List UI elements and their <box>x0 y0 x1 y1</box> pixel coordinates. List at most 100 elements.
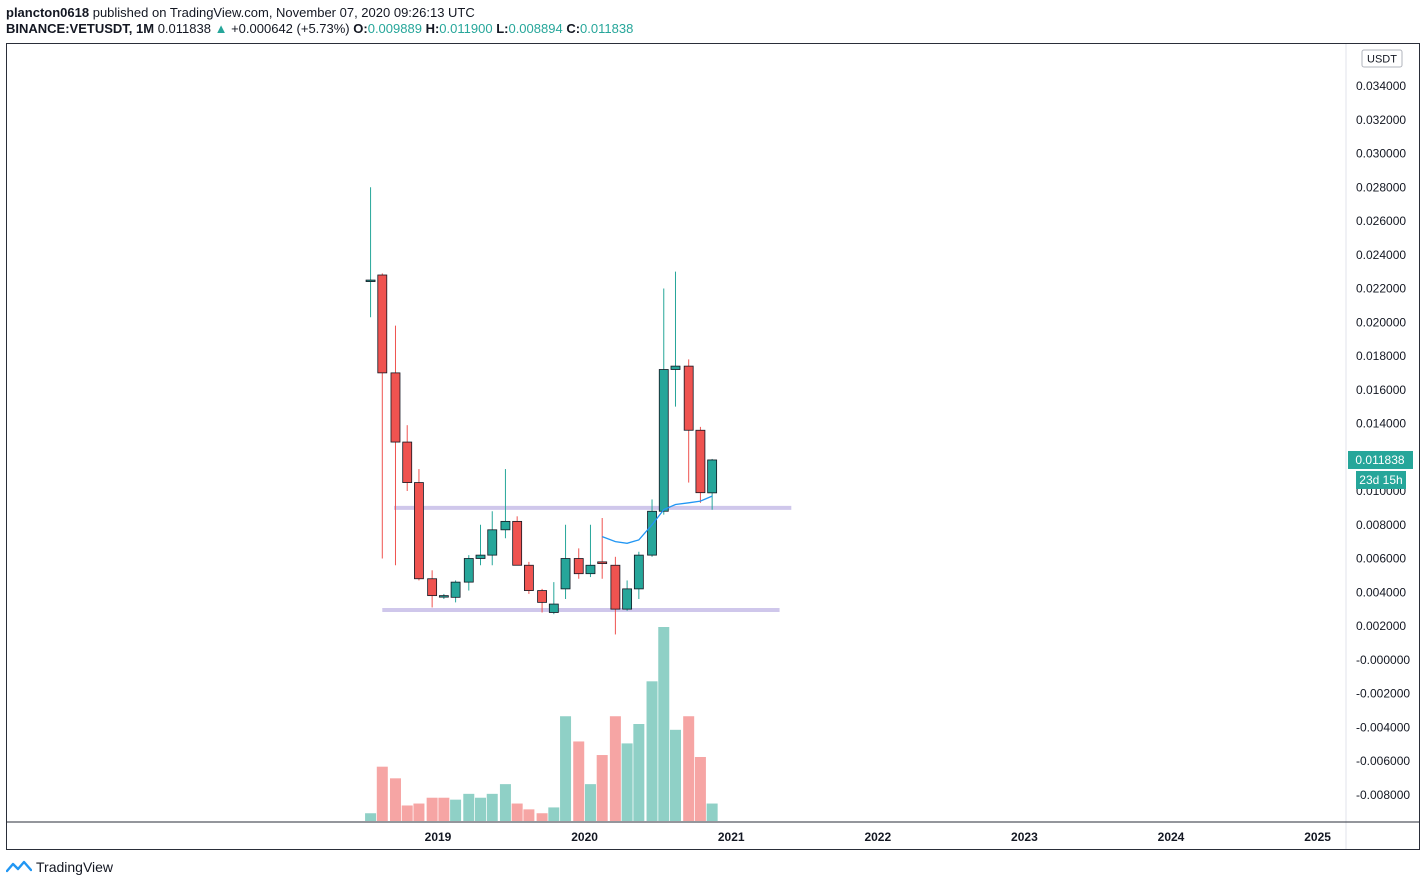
candle <box>365 187 376 318</box>
volume-bar <box>536 813 548 821</box>
candle <box>573 548 584 579</box>
price-axis[interactable]: 0.034000 0.032000 0.030000 0.028000 0.026000… <box>1356 49 1410 802</box>
time-tick-label: 2021 <box>718 830 745 844</box>
candle-body <box>573 558 584 575</box>
change-arrow-icon: ▲ <box>214 21 228 36</box>
currency-label-text: USDT <box>1367 54 1397 66</box>
low-value: 0.008894 <box>508 21 563 36</box>
volume-bar <box>426 797 438 821</box>
currency-label: USDT <box>1361 49 1403 68</box>
price-tick-label: 0.034000 <box>1356 79 1406 93</box>
price-labels: 0.011838 23d 15h <box>1348 450 1413 489</box>
footer-brand[interactable]: TradingView <box>6 859 113 875</box>
candle-body <box>707 459 718 494</box>
high-label: H: <box>425 21 440 36</box>
volume-bar <box>706 803 718 821</box>
volume-bar <box>413 803 425 821</box>
volume-bar <box>609 716 621 821</box>
candle-body <box>523 564 534 591</box>
volume-bar <box>486 793 498 821</box>
low-label: L: <box>496 21 509 36</box>
price-tick-label: 0.002000 <box>1356 619 1406 633</box>
price-tick-label: 0.032000 <box>1356 113 1406 127</box>
candle-body <box>390 372 401 443</box>
candle <box>548 582 559 615</box>
candle-body <box>402 441 413 483</box>
price-tick-label: 0.020000 <box>1356 315 1406 329</box>
candle <box>487 511 498 566</box>
volume-bar <box>621 743 633 821</box>
candle <box>402 425 413 491</box>
candle <box>560 524 571 599</box>
published-text: published on TradingView.com, November 0… <box>92 5 475 20</box>
volume-bar <box>463 793 475 821</box>
candle-body <box>512 520 523 566</box>
candles <box>365 187 718 635</box>
candle <box>523 561 534 594</box>
price-tick-label: 0.018000 <box>1356 349 1406 363</box>
candle-body <box>537 590 547 603</box>
candle <box>633 551 644 599</box>
volume-bar <box>584 784 596 821</box>
volume-bar <box>683 716 695 821</box>
currency-label-box <box>1361 49 1403 68</box>
candle-body <box>414 482 424 580</box>
candle-body <box>670 365 681 370</box>
volume-bar <box>475 797 487 821</box>
time-tick-label: 2019 <box>425 830 452 844</box>
price-tick-label: 0.026000 <box>1356 214 1406 228</box>
tradingview-logo-icon <box>6 859 32 875</box>
candle <box>537 588 547 613</box>
last-price-badge <box>1348 450 1413 469</box>
candle <box>707 458 718 510</box>
candle-body <box>450 581 461 598</box>
candle <box>585 524 596 578</box>
open-label: O: <box>353 21 368 36</box>
last-price-label: 0.011838 <box>1355 453 1404 467</box>
candle <box>390 325 401 566</box>
author-name[interactable]: plancton0618 <box>6 5 90 20</box>
volume-bar <box>573 741 585 821</box>
candle-body <box>585 564 596 575</box>
candle-body <box>500 520 511 531</box>
candle <box>512 516 523 566</box>
time-tick-label: 2025 <box>1304 830 1331 844</box>
countdown-badge <box>1356 470 1406 489</box>
candle-body <box>438 595 449 598</box>
candle-body <box>463 558 474 583</box>
time-axis[interactable]: 2019 2020 2021 2022 2023 2024 2025 <box>425 830 1332 844</box>
candle-body <box>683 365 694 431</box>
symbol-name[interactable]: BINANCE:VETUSDT, 1M <box>6 21 155 36</box>
candle-body <box>365 279 376 282</box>
time-tick-label: 2020 <box>571 830 598 844</box>
level-lines[interactable] <box>382 505 792 612</box>
candle-body <box>560 558 571 590</box>
price-tick-label: 0.028000 <box>1356 180 1406 194</box>
chart-frame <box>6 43 1420 850</box>
candle <box>597 518 608 579</box>
price-tick-label: 0.004000 <box>1356 585 1406 599</box>
price-tick-label: 0.024000 <box>1356 248 1406 262</box>
candle <box>500 469 511 539</box>
volume-bars <box>365 627 718 821</box>
candle-body <box>548 603 559 613</box>
close-label: C: <box>566 21 581 36</box>
time-tick-label: 2022 <box>864 830 891 844</box>
volume-bar <box>389 778 401 821</box>
candle <box>438 593 449 599</box>
volume-bar <box>658 627 670 821</box>
volume-bar <box>694 756 706 821</box>
brand-name: TradingView <box>36 859 114 875</box>
candle-body <box>622 588 633 610</box>
volume-bar <box>523 809 535 821</box>
volume-bar <box>450 799 462 821</box>
candle <box>414 469 424 581</box>
candle-body <box>487 529 498 556</box>
close-value: 0.011838 <box>580 21 634 36</box>
volume-bar <box>646 681 658 821</box>
price-tick-label: -0.002000 <box>1356 687 1410 701</box>
volume-bar <box>438 797 450 821</box>
candle <box>670 271 681 407</box>
candle-body <box>475 554 486 559</box>
